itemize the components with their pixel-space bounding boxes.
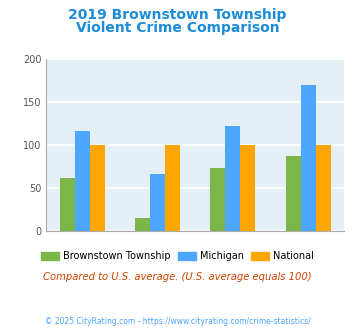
Bar	[135, 218, 150, 231]
Bar	[165, 145, 180, 231]
Text: Compared to U.S. average. (U.S. average equals 100): Compared to U.S. average. (U.S. average …	[43, 272, 312, 282]
Bar	[210, 168, 225, 231]
Bar	[301, 85, 316, 231]
Bar	[286, 156, 301, 231]
Bar	[150, 174, 165, 231]
Bar	[75, 131, 90, 231]
Bar	[225, 126, 240, 231]
Text: 2019 Brownstown Township: 2019 Brownstown Township	[68, 8, 287, 22]
Text: © 2025 CityRating.com - https://www.cityrating.com/crime-statistics/: © 2025 CityRating.com - https://www.city…	[45, 317, 310, 326]
Bar	[316, 145, 331, 231]
Legend: Brownstown Township, Michigan, National: Brownstown Township, Michigan, National	[38, 248, 317, 265]
Bar	[90, 145, 105, 231]
Text: Violent Crime Comparison: Violent Crime Comparison	[76, 21, 279, 35]
Bar	[240, 145, 256, 231]
Bar	[60, 178, 75, 231]
